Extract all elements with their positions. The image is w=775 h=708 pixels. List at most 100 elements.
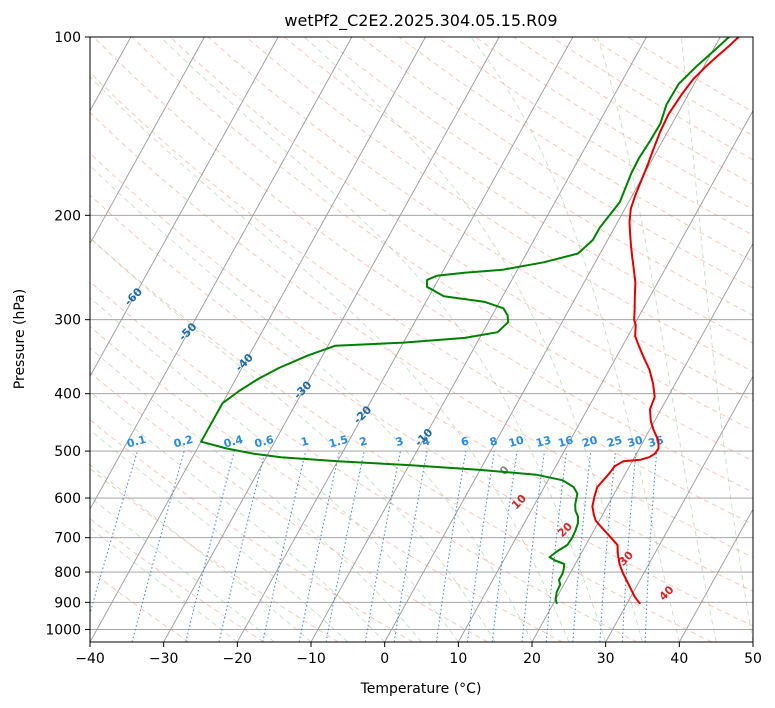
y-axis-label: Pressure (hPa) [12,289,28,389]
isotherm [531,242,753,642]
x-tick-label: −40 [75,651,105,667]
mixing-ratio-label: 0.6 [253,433,276,451]
isotherm [310,37,647,642]
mixing-ratio-label: 1 [299,434,310,449]
mixing-ratio-line [131,450,185,642]
x-axis: −40 −30 −20 −10 0 10 20 30 40 50 [75,642,762,667]
x-tick-label: −30 [149,651,179,667]
moist-adiabat [680,37,753,642]
isotherm [605,375,753,642]
isotherm [90,37,353,511]
isotherm [163,37,500,642]
y-tick-label: 400 [54,387,81,403]
isotherm [90,37,205,245]
x-tick-label: 40 [670,651,688,667]
y-tick-label: 500 [54,444,81,460]
dry-adiabat [93,37,753,493]
x-tick-label: 10 [449,651,467,667]
x-tick-label: 30 [597,651,615,667]
moist-adiabat [90,76,570,642]
mixing-ratio-line [90,450,138,615]
y-axis: 100 200 300 400 500 600 700 800 900 1000 [45,30,90,638]
x-tick-label: −10 [296,651,326,667]
mixing-ratio-label: 25 [606,433,624,450]
dewpoint-line [200,37,730,605]
mixing-ratio-line [262,450,307,642]
mixing-ratio-label: 36 [647,433,665,450]
mixing-ratio-label: 4 [421,434,432,449]
mixing-ratio-label: 16 [557,433,575,450]
mixing-ratio-line [218,450,266,642]
isotherm [90,37,426,642]
mixing-ratio-line [599,451,616,642]
dry-adiabat [284,37,753,344]
y-tick-label: 800 [54,565,81,581]
y-tick-label: 100 [54,30,81,46]
mixing-ratio-label: 0.1 [125,433,147,451]
moist-adiabat [597,37,717,642]
moist-adiabat [470,37,680,642]
mixing-ratio-line [467,451,495,642]
mixing-ratio-label: 0.4 [222,433,245,451]
isotherm [236,37,574,642]
dry-adiabat [169,37,753,432]
x-tick-label: 20 [523,651,541,667]
y-tick-label: 600 [54,491,81,507]
plot-frame [89,36,754,643]
x-axis-label: Temperature (°C) [360,681,482,697]
mixing-ratio-label: 3 [394,434,405,449]
dry-adiabat [90,570,190,642]
x-tick-label: −20 [223,651,253,667]
temperature-line [591,37,740,605]
y-tick-label: 200 [54,208,81,224]
plot-area: 0.10.20.40.611.52346810131620253036-100-… [0,36,754,643]
dry-adiabat [90,371,488,642]
isotherm [384,37,721,642]
mixing-ratio-label: 6 [460,434,471,449]
mixing-ratio-line [491,451,518,642]
mixing-ratio-label: 1.5 [327,433,349,451]
isotherm [752,641,753,642]
mixing-ratio-label: 10 [507,433,525,450]
x-tick-label: 50 [744,651,762,667]
moist-adiabat [90,165,533,642]
dry-adiabat [90,467,339,642]
moist-adiabat [160,37,607,642]
dry-adiabat-label: -80 [24,197,47,220]
mixing-ratio-line [572,451,592,642]
background-lines [0,37,753,642]
moist-adiabat [90,237,496,642]
dry-adiabat [90,152,753,592]
dry-adiabat [90,194,753,627]
mixing-ratio-label: 2 [358,434,369,449]
mixing-ratio-line [185,450,235,642]
y-tick-label: 900 [54,595,81,611]
mixing-ratio-line [298,450,340,642]
moist-adiabat [90,390,386,642]
mixing-ratio-label: 13 [534,433,552,450]
dry-adiabat [322,37,753,316]
mixing-ratio-label: 30 [626,433,644,450]
isotherm [90,37,279,378]
moist-adiabat [90,496,275,642]
moist-adiabat [90,296,459,642]
dry-adiabat-label: -90 [0,138,6,161]
moist-adiabat [90,347,422,642]
isotherm [0,37,57,642]
y-tick-label: 700 [54,531,81,547]
isotherm [457,109,753,642]
mixing-ratio-line [545,451,568,642]
y-tick-label: 300 [54,313,81,329]
mixing-ratio-label: 8 [488,434,499,449]
moist-adiabat [90,429,349,642]
mixing-ratio-label: 20 [581,433,599,450]
chart-title: wetPf2_C2E2.2025.304.05.15.R09 [284,11,557,31]
x-tick-label: 0 [380,651,389,667]
dry-adiabat [90,280,638,642]
mixing-ratio-label: 0.2 [172,433,194,451]
data-series [200,37,740,605]
mixing-ratio-line [435,451,467,642]
dry-adiabat [90,237,712,642]
y-tick-label: 1000 [45,622,81,638]
